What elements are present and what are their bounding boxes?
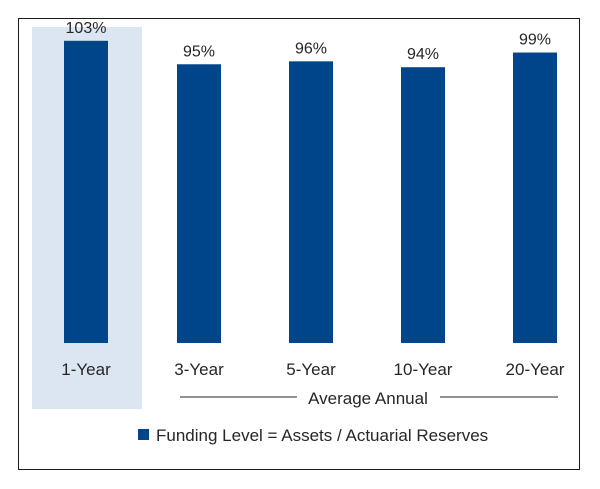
legend-label: Funding Level = Assets / Actuarial Reser…: [156, 426, 488, 445]
value-label-20-year: 99%: [519, 32, 551, 49]
legend-swatch: [138, 429, 149, 440]
bar-3-year: [177, 64, 221, 343]
value-labels-group: 103% 95% 96% 94% 99%: [66, 20, 551, 63]
category-label-10-year: 10-Year: [394, 360, 453, 379]
bar-5-year: [289, 61, 333, 343]
bar-10-year: [401, 67, 445, 343]
category-label-5-year: 5-Year: [286, 360, 336, 379]
value-label-5-year: 96%: [295, 40, 327, 57]
bar-1-year: [64, 40, 108, 344]
value-label-3-year: 95%: [183, 43, 215, 60]
category-label-20-year: 20-Year: [506, 360, 565, 379]
category-label-3-year: 3-Year: [174, 360, 224, 379]
value-label-1-year: 103%: [66, 20, 107, 37]
bars-group: [64, 40, 557, 344]
group-label: Average Annual: [308, 389, 428, 408]
category-labels-group: 1-Year 3-Year 5-Year 10-Year 20-Year: [61, 360, 565, 379]
category-label-1-year: 1-Year: [61, 360, 111, 379]
bar-20-year: [513, 52, 557, 344]
value-label-10-year: 94%: [407, 46, 439, 63]
